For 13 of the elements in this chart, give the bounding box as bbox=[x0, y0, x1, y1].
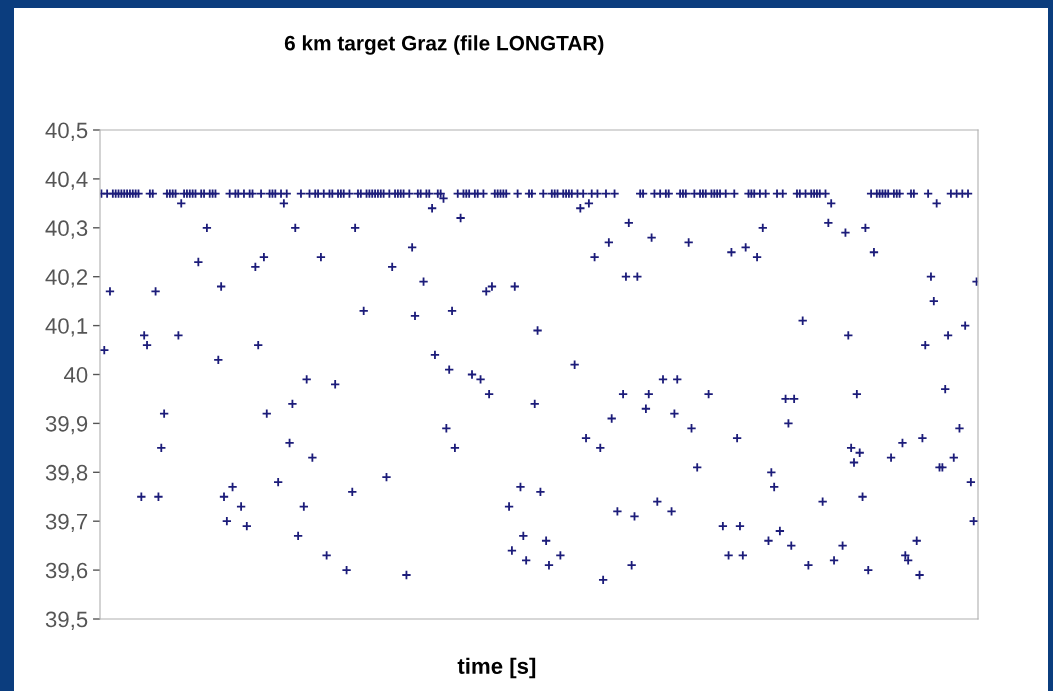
y-tick-label: 40,2 bbox=[45, 269, 88, 288]
y-tick-label: 39,6 bbox=[45, 562, 88, 581]
y-tick-label: 40,4 bbox=[45, 171, 88, 190]
y-tick-label: 40,5 bbox=[45, 122, 88, 141]
y-tick-label: 39,9 bbox=[45, 415, 88, 435]
x-axis-title: time [s] bbox=[457, 657, 536, 679]
chart-title: 6 km target Graz (file LONGTAR) bbox=[284, 35, 604, 55]
y-tick-label: 39,8 bbox=[45, 464, 88, 484]
y-tick-label: 40,1 bbox=[45, 318, 88, 337]
y-tick-label: 39,5 bbox=[45, 611, 88, 630]
y-tick-label: 39,7 bbox=[45, 513, 88, 533]
y-tick-label: 40,3 bbox=[45, 220, 88, 239]
y-tick-label: 40 bbox=[63, 367, 88, 383]
